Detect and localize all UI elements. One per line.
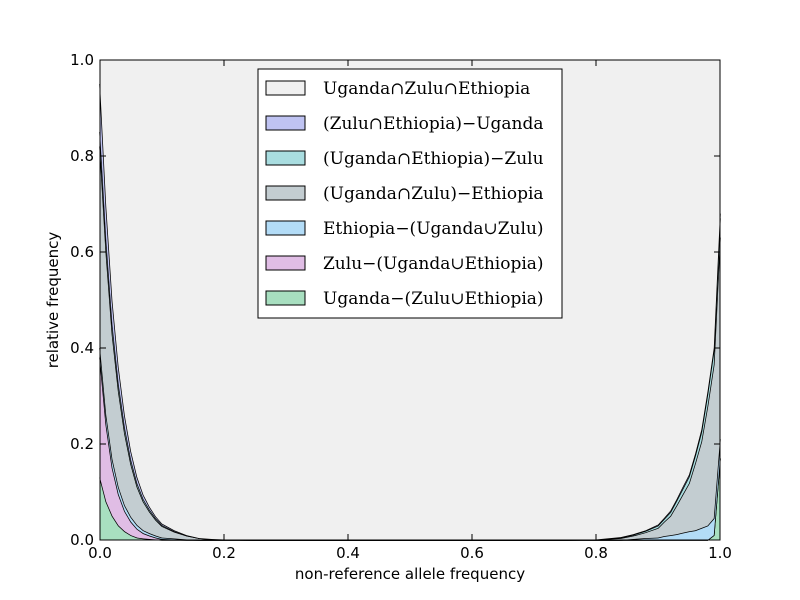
x-axis-label: non-reference allele frequency bbox=[295, 565, 525, 583]
legend-swatch bbox=[265, 255, 306, 271]
y-axis-label: relative frequency bbox=[44, 232, 62, 369]
axis-ticks: 0.0 0.2 0.4 0.6 0.8 1.0 0.0 0.2 0.4 0.6 0.8 1.0 bbox=[70, 51, 732, 562]
x-tick-label: 0.2 bbox=[212, 544, 236, 562]
x-tick-label: 0.0 bbox=[88, 544, 112, 562]
y-tick-label: 0.0 bbox=[70, 531, 94, 549]
legend-swatch bbox=[265, 115, 306, 131]
y-tick-label: 0.8 bbox=[70, 147, 94, 165]
legend-label: (Zulu∩Ethiopia)−Uganda bbox=[323, 114, 544, 134]
legend-label: Ethiopia−(Uganda∪Zulu) bbox=[323, 219, 544, 239]
y-tick-label: 0.2 bbox=[70, 435, 94, 453]
x-tick-label: 0.4 bbox=[336, 544, 360, 562]
x-tick-label: 0.8 bbox=[584, 544, 608, 562]
legend-label: Uganda−(Zulu∪Ethiopia) bbox=[323, 289, 544, 309]
legend-swatch bbox=[265, 185, 306, 201]
legend-label: Uganda∩Zulu∩Ethiopia bbox=[323, 79, 530, 99]
plot-frame bbox=[99, 59, 721, 541]
legend-box bbox=[257, 68, 563, 319]
legend-label: (Uganda∩Ethiopia)−Zulu bbox=[323, 149, 544, 169]
x-tick-label: 1.0 bbox=[708, 544, 732, 562]
legend-label: Zulu−(Uganda∪Ethiopia) bbox=[323, 254, 544, 274]
x-tick-label: 0.6 bbox=[460, 544, 484, 562]
legend-swatch bbox=[265, 80, 306, 96]
y-tick-label: 0.6 bbox=[70, 243, 94, 261]
legend: Uganda∩Zulu∩Ethiopia (Zulu∩Ethiopia)−Ugan… bbox=[257, 68, 563, 319]
legend-swatch bbox=[265, 290, 306, 306]
y-tick-label: 1.0 bbox=[70, 51, 94, 69]
y-tick-label: 0.4 bbox=[70, 339, 94, 357]
legend-label: (Uganda∩Zulu)−Ethiopia bbox=[323, 184, 544, 204]
legend-swatch bbox=[265, 220, 306, 236]
legend-swatch bbox=[265, 150, 306, 166]
